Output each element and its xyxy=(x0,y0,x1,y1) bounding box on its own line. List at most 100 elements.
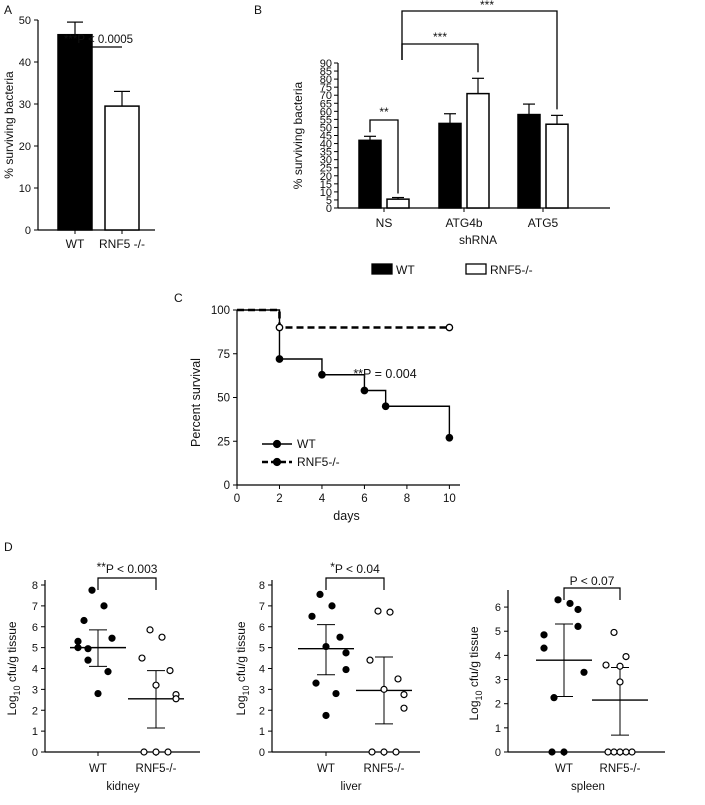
data-point-wt xyxy=(328,602,336,610)
data-point-wt xyxy=(336,633,344,641)
y-tick-label: 5 xyxy=(32,643,38,655)
y-axis-title: % surviving bacteria xyxy=(2,71,16,179)
panel-label-c: C xyxy=(174,291,183,305)
data-point-wt xyxy=(74,637,82,645)
data-point-wt xyxy=(322,711,330,720)
bar-atg5-rnf5 xyxy=(545,123,569,209)
y-tick-label: 25 xyxy=(217,436,230,448)
y-tick-label: 0 xyxy=(495,747,501,759)
y-axis-title: Log10 cfu/g tissue xyxy=(234,621,251,715)
data-point-wt xyxy=(574,622,582,631)
y-tick-label: 2 xyxy=(32,705,38,717)
legend-label: WT xyxy=(396,263,415,277)
legend-label: RNF5-/- xyxy=(490,263,533,277)
significance-annotation: **P < 0.003 xyxy=(97,560,158,576)
y-tick-label: 20 xyxy=(320,171,332,183)
x-tick-label: WT xyxy=(89,763,107,775)
y-axis-title: % surviving bacteria xyxy=(291,81,305,189)
data-point-rnf5 xyxy=(400,690,408,699)
data-point-wt xyxy=(104,668,112,676)
x-tick-label: 2 xyxy=(276,493,282,505)
y-tick-label: 5 xyxy=(326,195,332,207)
significance-annotation: ***P < 0.0005 xyxy=(64,34,133,46)
legend-label: WT xyxy=(297,437,316,451)
data-point-wt xyxy=(312,679,320,687)
y-tick-label: 2 xyxy=(495,699,501,711)
y-tick-label: 50 xyxy=(217,393,230,405)
data-point-wt xyxy=(342,665,350,674)
y-tick-label: 30 xyxy=(19,99,31,111)
y-tick-label: 0 xyxy=(32,747,38,759)
data-point-wt xyxy=(94,689,102,698)
y-tick-label: 6 xyxy=(495,602,501,614)
survival-point-wt xyxy=(381,402,390,411)
data-point-rnf5 xyxy=(628,748,636,756)
y-tick-label: 50 xyxy=(320,122,332,134)
y-tick-label: 6 xyxy=(259,622,265,634)
data-point-rnf5 xyxy=(158,633,166,641)
y-tick-label: 10 xyxy=(320,187,332,199)
y-axis-title-log: Log xyxy=(467,701,481,721)
y-tick-label: 3 xyxy=(259,684,265,696)
y-axis-title-subscript: 10 xyxy=(12,685,22,695)
data-point-wt xyxy=(566,599,574,608)
survival-point-rnf5 xyxy=(445,323,454,332)
legend-marker xyxy=(272,457,282,467)
y-axis-title-log: Log xyxy=(5,696,19,716)
y-tick-label: 0 xyxy=(326,203,332,215)
data-point-wt xyxy=(322,642,330,651)
y-tick-label: 6 xyxy=(32,622,38,634)
survival-point-rnf5 xyxy=(275,323,284,332)
data-point-rnf5 xyxy=(140,748,148,756)
significance-bracket-atg4b xyxy=(401,43,479,73)
data-point-rnf5 xyxy=(366,656,374,664)
legend-swatch-rnf5 xyxy=(465,263,487,275)
data-point-rnf5 xyxy=(602,661,610,669)
x-axis-title: kidney xyxy=(106,781,139,793)
x-tick-label: RNF5 -/- xyxy=(99,237,145,251)
y-tick-label: 55 xyxy=(320,114,332,126)
data-point-rnf5 xyxy=(138,654,146,662)
y-tick-label: 5 xyxy=(259,643,265,655)
data-point-wt xyxy=(80,616,88,625)
y-tick-label: 50 xyxy=(19,15,31,27)
y-tick-label: 0 xyxy=(259,747,265,759)
y-axis-title: Log10 cfu/g tissue xyxy=(5,621,22,715)
data-point-wt xyxy=(108,634,116,642)
bar-atg4b-rnf5 xyxy=(466,92,490,209)
data-point-rnf5 xyxy=(374,607,382,615)
x-axis-title: spleen xyxy=(571,781,605,793)
survival-point-wt xyxy=(318,370,326,379)
panel-label-b: B xyxy=(254,3,262,17)
x-tick-label: 4 xyxy=(319,493,326,505)
x-tick-label: WT xyxy=(555,763,573,775)
data-point-rnf5 xyxy=(164,748,172,756)
bar-wt xyxy=(57,33,93,231)
bar-rnf5 xyxy=(104,105,140,231)
y-tick-label: 1 xyxy=(495,723,501,735)
data-point-wt xyxy=(84,656,92,664)
y-tick-label: 35 xyxy=(320,147,332,159)
data-point-rnf5 xyxy=(172,695,180,703)
y-tick-label: 85 xyxy=(320,66,332,78)
data-point-rnf5 xyxy=(380,685,388,693)
y-tick-label: 20 xyxy=(19,141,31,153)
data-point-rnf5 xyxy=(386,608,394,616)
data-point-rnf5 xyxy=(616,748,624,756)
y-tick-label: 4 xyxy=(259,664,265,676)
y-tick-label: 40 xyxy=(19,57,31,69)
data-point-wt xyxy=(574,605,582,614)
data-point-rnf5 xyxy=(166,666,174,675)
data-point-rnf5 xyxy=(616,662,624,670)
x-axis-title: shRNA xyxy=(459,233,497,247)
data-point-rnf5 xyxy=(146,626,154,634)
x-axis-title: days xyxy=(333,509,359,523)
panel-c-chart: 0 25 50 75 100 0 2 4 6 8 10 Percent survival days **P… xyxy=(189,305,460,523)
bar-atg4b-wt xyxy=(438,122,462,209)
data-point-wt xyxy=(548,748,556,756)
significance-annotation: P < 0.07 xyxy=(570,574,615,588)
data-point-rnf5 xyxy=(394,675,402,683)
data-point-rnf5 xyxy=(604,748,612,756)
y-axis-title: Percent survival xyxy=(189,358,203,447)
